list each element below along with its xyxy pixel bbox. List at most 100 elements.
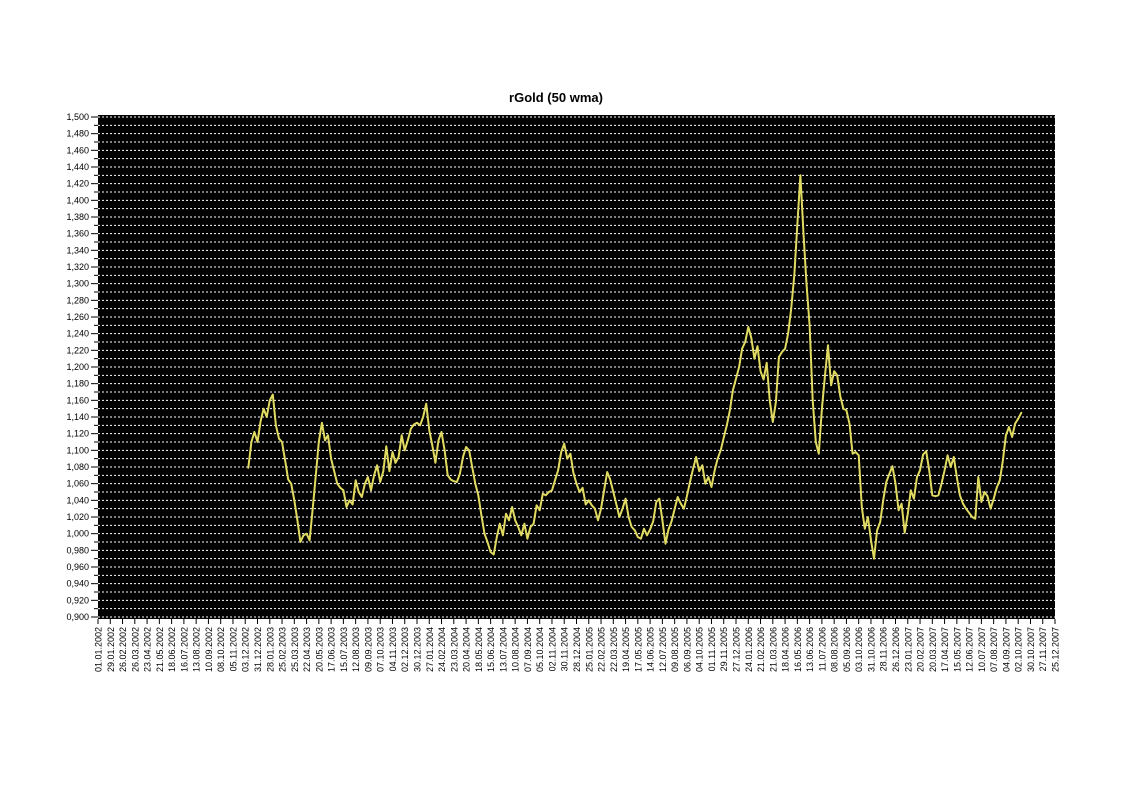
x-axis-tick-label: 21.02.2006 — [756, 627, 766, 672]
x-axis-tick-label: 12.08.2003 — [351, 627, 361, 672]
y-axis-tick-label: 1,280 — [66, 295, 89, 305]
x-axis-tick-label: 26.03.2002 — [130, 627, 140, 672]
y-axis-tick-label: 1,400 — [66, 195, 89, 205]
y-axis-tick-label: 0,920 — [66, 595, 89, 605]
y-axis-tick-label: 1,160 — [66, 395, 89, 405]
y-axis-tick-label: 1,140 — [66, 412, 89, 422]
y-axis-tick-label: 1,240 — [66, 329, 89, 339]
y-axis-tick-label: 0,940 — [66, 579, 89, 589]
x-axis-tick-label: 08.10.2002 — [216, 627, 226, 672]
x-axis-tick-label: 25.01.2005 — [584, 627, 594, 672]
x-axis-tick-label: 09.09.2003 — [363, 627, 373, 672]
x-axis-tick-label: 11.07.2006 — [817, 627, 827, 671]
y-axis-tick-label: 1,460 — [66, 145, 89, 155]
x-axis-tick-label: 28.11.2006 — [879, 627, 889, 671]
y-axis-tick-label: 1,480 — [66, 129, 89, 139]
x-axis-tick-label: 13.08.2002 — [192, 627, 202, 672]
x-axis-tick-label: 02.11.2004 — [547, 627, 557, 671]
y-axis-tick-label: 1,080 — [66, 462, 89, 472]
x-axis-tick-label: 27.11.2007 — [1038, 627, 1048, 671]
x-axis-tick-label: 25.12.2007 — [1051, 627, 1061, 672]
x-axis-tick-label: 15.06.2004 — [486, 627, 496, 672]
x-axis-tick-label: 17.05.2005 — [633, 627, 643, 672]
x-axis-tick-label: 30.11.2004 — [560, 627, 570, 671]
series-line-rgold — [247, 174, 1023, 560]
x-axis-tick-label: 24.01.2006 — [744, 627, 754, 672]
x-axis-tick-label: 28.01.2003 — [265, 627, 275, 672]
x-axis-tick-label: 30.10.2007 — [1026, 627, 1036, 672]
y-axis-tick-label: 1,360 — [66, 229, 89, 239]
x-axis-tick-label: 04.10.2005 — [695, 627, 705, 672]
x-axis-tick-label: 21.05.2002 — [155, 627, 165, 672]
x-axis-tick-label: 08.08.2006 — [830, 627, 840, 672]
x-axis: 01.01.2002 29.01.2002 26.02.2002 26.03.2002… — [94, 619, 1061, 672]
x-axis-tick-label: 18.04.2006 — [781, 627, 791, 672]
y-axis-tick-label: 1,200 — [66, 362, 89, 372]
x-axis-tick-label: 05.09.2006 — [842, 627, 852, 672]
x-axis-tick-label: 24.02.2004 — [437, 627, 447, 672]
x-axis-tick-label: 04.11.2003 — [388, 627, 398, 671]
x-axis-tick-label: 27.12.2005 — [732, 627, 742, 672]
x-axis-tick-label: 01.11.2005 — [707, 627, 717, 671]
x-axis-tick-label: 10.07.2007 — [977, 627, 987, 672]
x-axis-tick-label: 31.10.2006 — [866, 627, 876, 672]
x-axis-tick-label: 22.04.2003 — [302, 627, 312, 672]
x-axis-tick-label: 23.04.2002 — [143, 627, 153, 672]
x-axis-tick-label: 06.09.2005 — [682, 627, 692, 672]
x-axis-tick-label: 31.12.2002 — [253, 627, 263, 672]
x-axis-tick-label: 05.11.2002 — [228, 627, 238, 671]
y-axis-tick-label: 1,100 — [66, 445, 89, 455]
x-axis-tick-label: 12.06.2007 — [965, 627, 975, 672]
y-axis-tick-label: 1,440 — [66, 162, 89, 172]
y-axis-tick-label: 1,340 — [66, 245, 89, 255]
y-axis-tick-label: 0,960 — [66, 562, 89, 572]
y-axis-tick-label: 1,040 — [66, 495, 89, 505]
y-axis-tick-label: 1,180 — [66, 379, 89, 389]
x-axis-tick-label: 16.05.2006 — [793, 627, 803, 672]
x-axis-tick-label: 26.02.2002 — [118, 627, 128, 672]
y-axis-tick-label: 1,020 — [66, 512, 89, 522]
x-axis-tick-label: 29.11.2005 — [719, 627, 729, 671]
x-axis-tick-label: 02.10.2007 — [1014, 627, 1024, 672]
x-axis-tick-label: 07.10.2003 — [376, 627, 386, 672]
y-axis-tick-label: 1,500 — [66, 112, 89, 122]
x-axis-tick-label: 17.06.2003 — [327, 627, 337, 672]
x-axis-tick-label: 26.12.2006 — [891, 627, 901, 672]
x-axis-tick-label: 15.05.2007 — [952, 627, 962, 672]
x-axis-tick-label: 12.07.2005 — [658, 627, 668, 672]
y-axis-tick-label: 1,120 — [66, 429, 89, 439]
y-axis-tick-label: 0,900 — [66, 612, 89, 622]
x-axis-tick-label: 13.07.2004 — [498, 627, 508, 672]
x-axis-tick-label: 30.12.2003 — [413, 627, 423, 672]
x-axis-tick-label: 07.08.2007 — [989, 627, 999, 672]
y-axis-tick-label: 1,260 — [66, 312, 89, 322]
x-axis-tick-label: 20.03.2007 — [928, 627, 938, 672]
x-axis-tick-label: 04.09.2007 — [1001, 627, 1011, 672]
y-axis-tick-label: 1,220 — [66, 345, 89, 355]
x-axis-tick-label: 13.06.2006 — [805, 627, 815, 672]
x-axis-tick-label: 07.09.2004 — [523, 627, 533, 672]
y-axis-tick-label: 1,000 — [66, 529, 89, 539]
y-axis-tick-label: 1,300 — [66, 279, 89, 289]
y-axis-tick-label: 0,980 — [66, 545, 89, 555]
x-axis-tick-label: 14.06.2005 — [646, 627, 656, 672]
x-axis-tick-label: 15.07.2003 — [339, 627, 349, 672]
x-axis-tick-label: 17.04.2007 — [940, 627, 950, 672]
x-axis-tick-label: 23.03.2004 — [449, 627, 459, 672]
gridlines — [98, 116, 1055, 618]
y-axis-tick-label: 1,060 — [66, 479, 89, 489]
x-axis-tick-label: 20.02.2007 — [916, 627, 926, 672]
x-axis-tick-label: 20.05.2003 — [314, 627, 324, 672]
x-axis-tick-label: 22.03.2005 — [609, 627, 619, 672]
y-axis-tick-label: 1,320 — [66, 262, 89, 272]
y-axis-tick-label: 1,380 — [66, 212, 89, 222]
x-axis-tick-label: 19.04.2005 — [621, 627, 631, 672]
x-axis-tick-label: 05.10.2004 — [535, 627, 545, 672]
chart-title: rGold (50 wma) — [509, 90, 603, 105]
x-axis-tick-label: 03.10.2006 — [854, 627, 864, 672]
x-axis-tick-label: 29.01.2002 — [106, 627, 116, 672]
x-axis-tick-label: 25.03.2003 — [290, 627, 300, 672]
x-axis-tick-label: 03.12.2002 — [241, 627, 251, 672]
x-axis-tick-label: 18.06.2002 — [167, 627, 177, 672]
